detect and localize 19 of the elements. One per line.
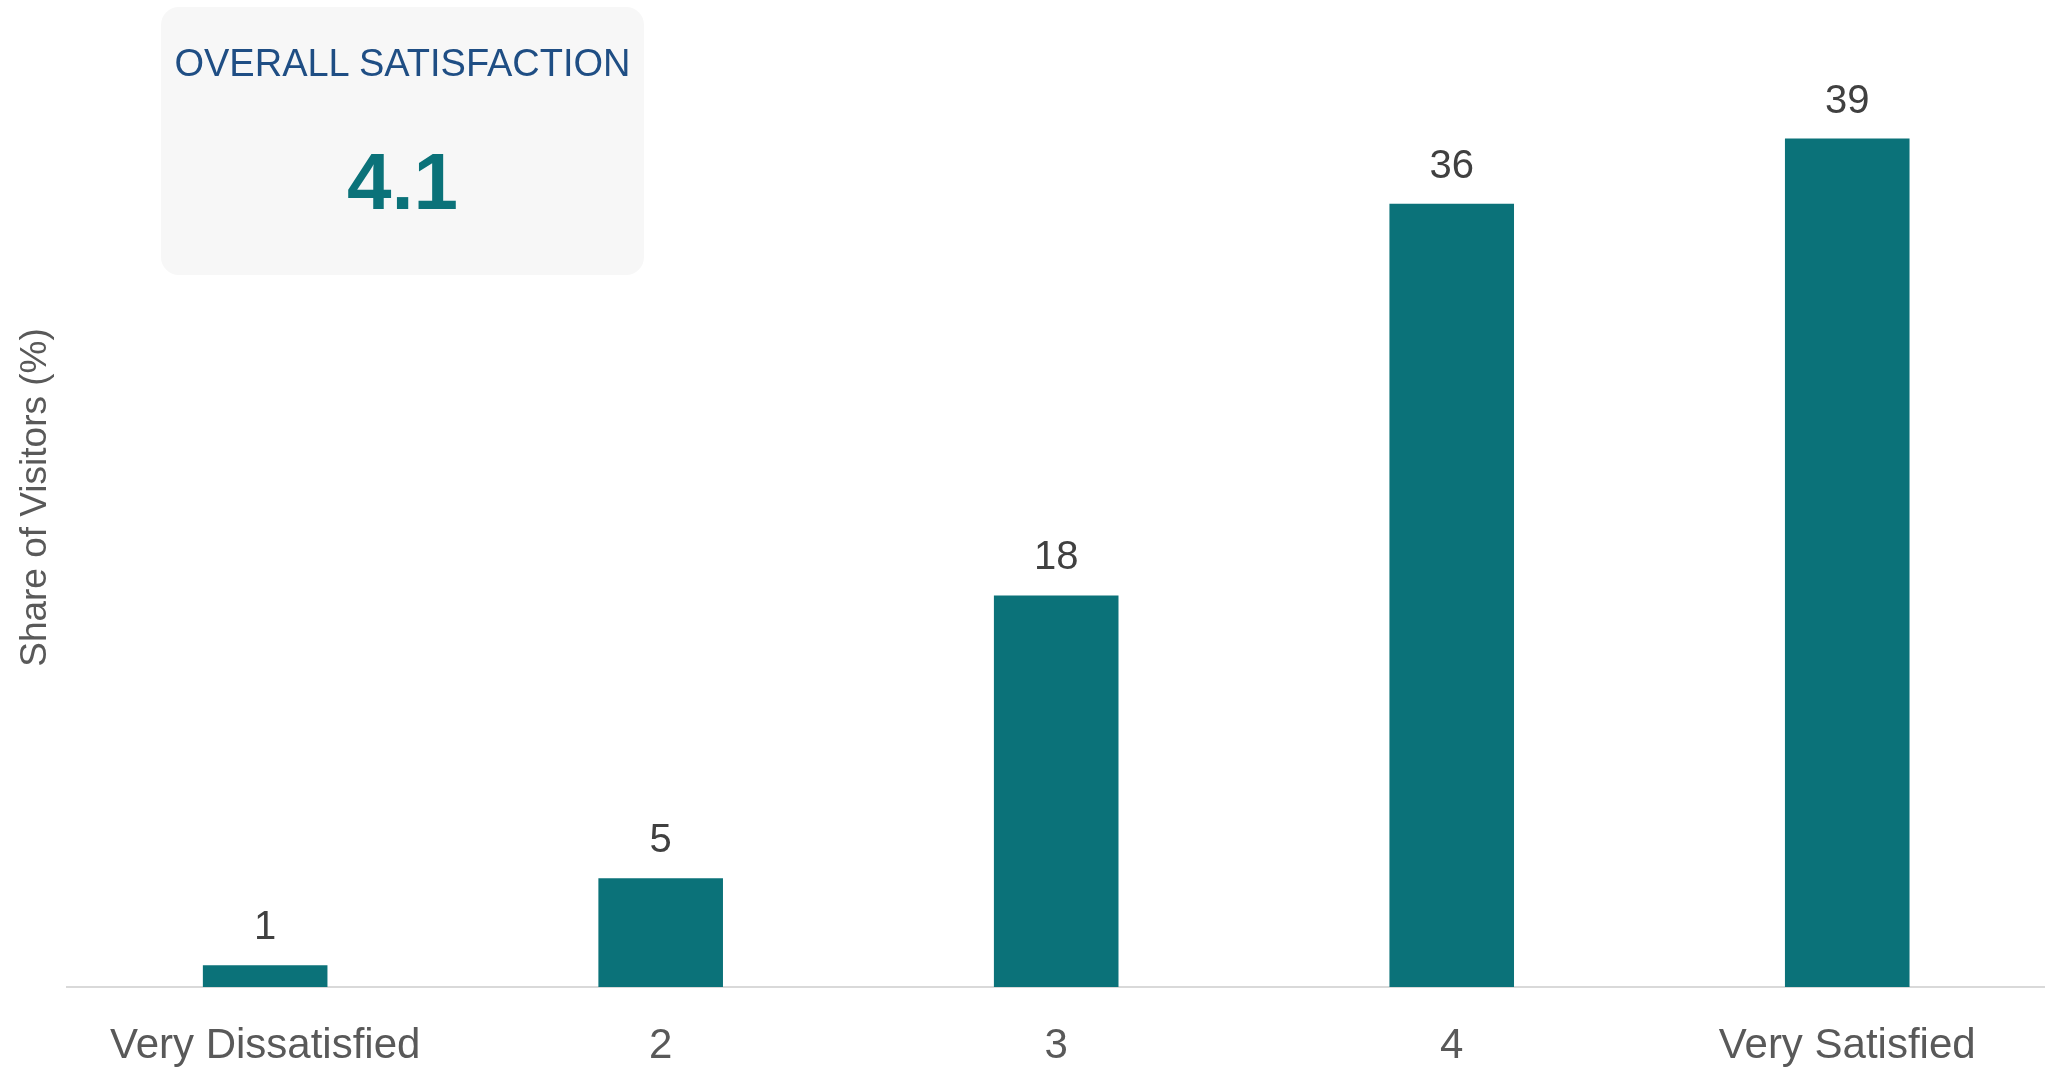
x-tick-label: 3 xyxy=(1044,1019,1068,1067)
x-tick-label: 4 xyxy=(1440,1019,1464,1067)
bar xyxy=(1784,138,1910,987)
bar xyxy=(202,965,328,987)
annotation: 4.1 xyxy=(345,136,460,228)
bar xyxy=(993,595,1119,987)
x-tick-label: Very Dissatisfied xyxy=(109,1019,421,1067)
y-axis-title: Share of Visitors (%) xyxy=(13,328,55,667)
x-tick-label: Very Satisfied xyxy=(1718,1019,1976,1067)
data-label: 1 xyxy=(254,903,277,948)
bar xyxy=(598,878,723,987)
x-tick-label: 2 xyxy=(649,1019,673,1067)
data-label: 18 xyxy=(1033,533,1079,578)
data-label: 39 xyxy=(1824,76,1870,121)
bar xyxy=(1389,203,1515,987)
info-card: OVERALL SATISFACTION 4.1 xyxy=(161,7,644,275)
data-label: 36 xyxy=(1429,141,1474,186)
annotation: OVERALL SATISFACTION xyxy=(173,41,632,86)
data-label: 5 xyxy=(649,816,672,861)
